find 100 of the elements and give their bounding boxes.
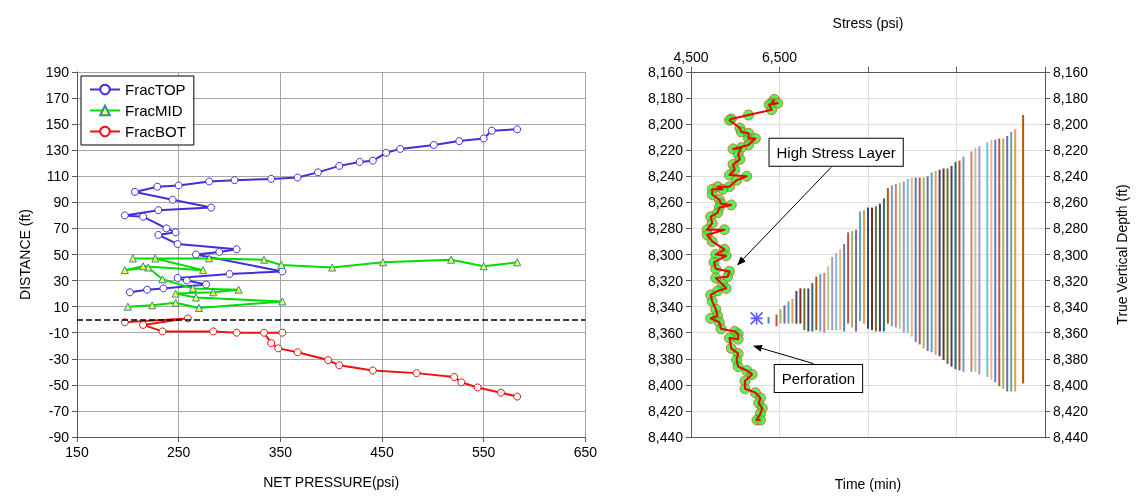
point [368, 156, 377, 165]
bar [978, 146, 981, 375]
bar [851, 231, 854, 328]
bar [878, 203, 881, 332]
point [207, 203, 216, 212]
point [335, 361, 344, 370]
bar [843, 244, 846, 332]
bar [835, 253, 838, 331]
point [232, 328, 241, 337]
y-tick-label: 8,380 [647, 350, 684, 367]
point [429, 141, 438, 149]
y-tick-label: 110 [46, 168, 70, 185]
point [205, 177, 214, 186]
bar [906, 178, 909, 333]
bar [954, 161, 957, 370]
bar [791, 298, 794, 324]
y-tick-label: 8,180 [647, 90, 684, 107]
y-tick-label: -90 [48, 429, 70, 445]
point [191, 250, 200, 259]
bar [819, 274, 822, 332]
y-tick-label: 150 [45, 116, 70, 133]
y-tick-label: 8,220 [647, 142, 684, 159]
bar [946, 168, 949, 364]
y2-tick-label: 8,320 [1053, 272, 1089, 289]
bar [986, 142, 989, 378]
point [479, 134, 488, 143]
bar [918, 177, 921, 345]
y2-tick-label: 8,260 [1053, 194, 1089, 211]
y2-tick-label: 8,380 [1053, 350, 1089, 367]
x2-tick-label: 6,500 [761, 49, 798, 65]
y2-tick-label: 8,220 [1053, 142, 1089, 159]
bar [867, 207, 869, 329]
bar [890, 185, 893, 327]
bar [807, 288, 810, 332]
y-tick-label: 8,440 [647, 429, 684, 445]
point [278, 328, 287, 337]
y-tick-label: 8,260 [647, 194, 684, 211]
y-tick-label: -10 [48, 324, 70, 341]
bar [859, 211, 862, 321]
annotation: High Stress Layer [776, 143, 896, 161]
bar [1002, 138, 1005, 389]
bar [839, 249, 842, 331]
bar [922, 177, 925, 349]
x-tick-label: 650 [573, 444, 598, 460]
point [496, 388, 505, 397]
point [158, 327, 167, 336]
y-tick-label: 50 [53, 246, 70, 263]
point [450, 373, 459, 382]
bar [938, 169, 941, 357]
point [232, 245, 241, 254]
y-tick-label: 130 [45, 142, 70, 159]
y2-tick-label: 8,240 [1053, 168, 1089, 185]
point [355, 157, 364, 166]
x2-tick-label: 4,500 [673, 49, 709, 65]
bar [998, 138, 1001, 387]
y2-tick-label: 8,300 [1053, 246, 1089, 263]
bar [787, 301, 790, 324]
bar [855, 229, 858, 332]
point [154, 230, 163, 239]
bar [942, 168, 945, 361]
bar [799, 288, 802, 324]
point [130, 187, 139, 196]
bar [990, 139, 993, 380]
point [396, 144, 405, 153]
point [267, 174, 276, 183]
bar [795, 291, 798, 324]
point [513, 125, 522, 134]
point [173, 273, 182, 282]
y-tick-label: 8,280 [647, 220, 684, 237]
y-tick-label: 8,360 [647, 324, 684, 341]
point [473, 383, 482, 392]
y-tick-label: -50 [48, 376, 70, 393]
y-tick-label: 170 [45, 90, 70, 107]
bar [831, 257, 834, 331]
point [382, 148, 391, 157]
bar [902, 181, 905, 333]
point [209, 327, 218, 336]
point [202, 280, 211, 289]
y2-tick-label: 8,160 [1053, 64, 1089, 80]
y-tick-label: 8,300 [647, 246, 684, 263]
bar [823, 272, 826, 333]
x-tick-label: 450 [370, 444, 394, 460]
y2-tick-label: 8,400 [1053, 376, 1089, 393]
y-tick-label: 70 [53, 220, 70, 237]
point [487, 126, 496, 135]
x-axis-title: Time (min) [834, 476, 902, 492]
point [293, 348, 302, 357]
y2-axis-title: True Vertical Depth (ft) [1114, 184, 1130, 325]
point [120, 211, 129, 220]
bar [886, 188, 889, 324]
bar [958, 160, 961, 371]
point [324, 356, 333, 365]
point [143, 285, 152, 294]
y-tick-label: 8,320 [647, 272, 684, 289]
bar [934, 171, 937, 355]
point [171, 228, 180, 237]
point [412, 369, 421, 378]
y2-tick-label: 8,180 [1053, 90, 1089, 107]
x2-axis-title: Stress (psi) [832, 15, 904, 31]
bar [779, 309, 782, 324]
